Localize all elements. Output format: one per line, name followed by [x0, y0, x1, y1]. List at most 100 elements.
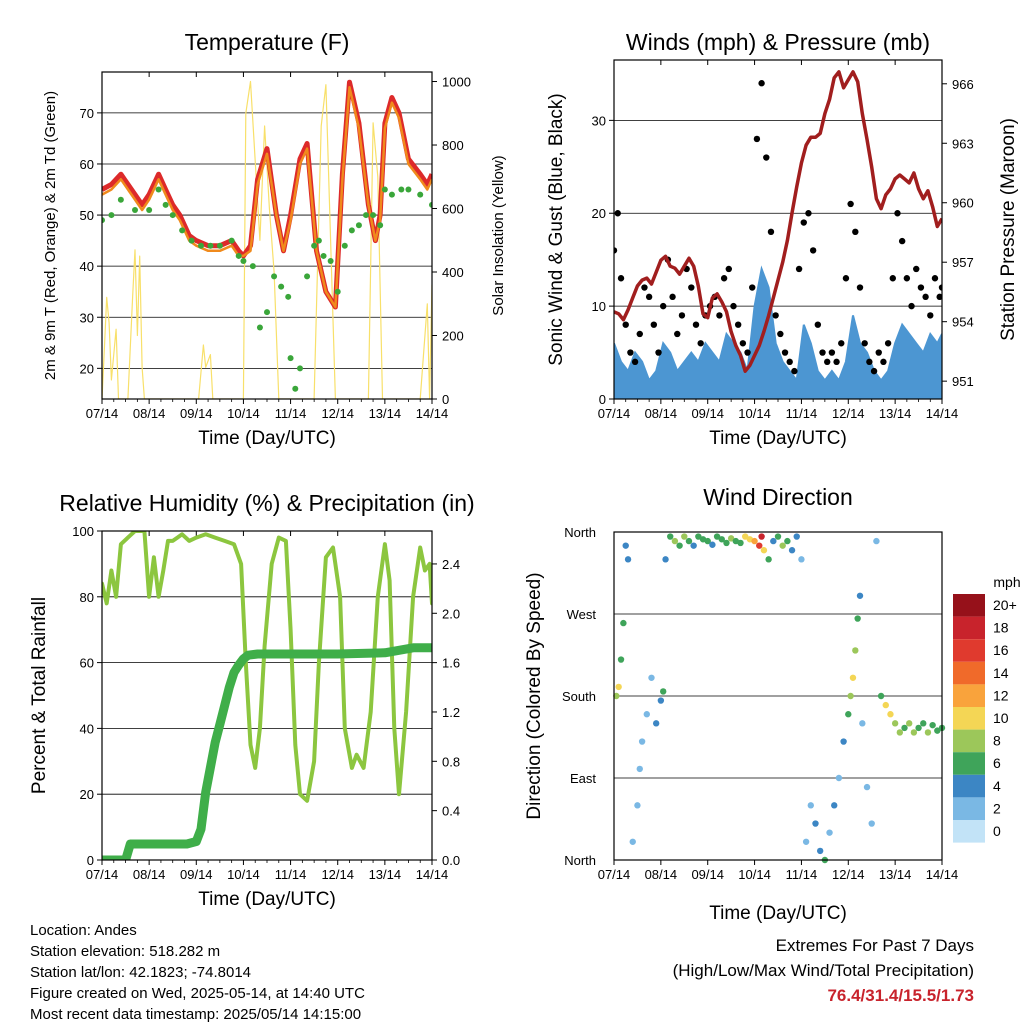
direction-point — [681, 533, 688, 540]
gust-point — [875, 349, 882, 356]
direction-point — [657, 697, 665, 704]
dewpoint-point — [102, 217, 105, 224]
gust-point — [814, 321, 822, 328]
dewpoint-point — [320, 252, 327, 259]
direction-point — [617, 656, 625, 663]
direction-point — [854, 615, 861, 622]
direction-point — [868, 820, 875, 827]
y2-axis-title: Station Pressure (Maroon) — [998, 118, 1019, 341]
x-tick-label: 08/14 — [645, 406, 678, 421]
gust-point — [884, 340, 892, 347]
direction-point — [798, 556, 805, 563]
gust-point — [898, 237, 906, 245]
gust-point — [749, 284, 756, 291]
gust-point — [655, 349, 662, 356]
legend-label: 8 — [993, 733, 1001, 749]
dewpoint-point — [132, 206, 138, 213]
dewpoint-point — [355, 222, 362, 229]
legend-swatch — [953, 752, 985, 775]
direction-point — [807, 802, 814, 809]
dewpoint-point — [398, 186, 405, 193]
chart-title: Winds (mph) & Pressure (mb) — [626, 29, 930, 55]
gust-point — [744, 349, 751, 356]
direction-point — [643, 711, 650, 718]
x-axis-title: Time (Day/UTC) — [709, 903, 847, 924]
dewpoint-point — [249, 263, 256, 270]
dewpoint-point — [207, 242, 214, 249]
direction-point — [877, 692, 885, 700]
dewpoint-point — [264, 309, 270, 316]
direction-point — [615, 683, 622, 691]
created-text: Figure created on Wed, 2025-05-14, at 14… — [30, 985, 365, 1002]
dewpoint-point — [146, 206, 153, 213]
chart-title: Wind Direction — [703, 484, 853, 510]
dewpoint-point — [240, 258, 247, 265]
dewpoint-point — [117, 196, 124, 203]
gust-point — [786, 358, 793, 366]
x-tick-label: 07/14 — [598, 867, 631, 882]
chart-title: Relative Humidity (%) & Precipitation (i… — [59, 490, 474, 516]
location-text: Location: Andes — [30, 922, 137, 939]
gust-point — [838, 340, 845, 347]
precip-line — [102, 643, 432, 860]
y-tick-label: 30 — [592, 113, 606, 128]
dewpoint-point — [162, 201, 169, 208]
x-axis-title: Time (Day/UTC) — [198, 889, 336, 910]
legend-swatch — [953, 797, 985, 820]
rh-line — [102, 531, 432, 803]
gust-point — [622, 321, 629, 328]
direction-point — [774, 533, 782, 540]
elevation-text: Station elevation: 518.282 m — [30, 943, 221, 960]
direction-point — [671, 537, 679, 545]
direction-point — [751, 537, 758, 545]
x-tick-label: 11/14 — [786, 867, 818, 882]
legend-swatch — [953, 707, 985, 730]
dewpoint-point — [311, 242, 318, 249]
dewpoint-point — [271, 273, 278, 280]
y2-tick-label: 951 — [952, 374, 974, 389]
y-tick-label: 10 — [592, 299, 606, 314]
y-tick-label: 60 — [80, 157, 94, 172]
x-tick-label: 12/14 — [832, 406, 865, 421]
direction-point — [856, 592, 864, 599]
gust-point — [913, 265, 920, 273]
direction-point — [629, 838, 636, 845]
x-tick-label: 14/14 — [416, 406, 449, 421]
direction-point — [901, 724, 908, 732]
x-tick-label: 07/14 — [86, 867, 119, 882]
humidity-series — [102, 531, 432, 860]
dewpoint-point — [348, 227, 355, 234]
plot-frame — [101, 71, 433, 400]
legend-title: mph — [993, 574, 1020, 590]
dewpoint-point — [315, 237, 322, 244]
gust-point — [678, 312, 686, 319]
gust-point — [730, 302, 737, 310]
gust-point — [781, 349, 789, 356]
gust-point — [903, 275, 911, 282]
gust-point — [645, 293, 653, 301]
latlon-text: Station lat/lon: 42.1823; -74.8014 — [30, 964, 252, 981]
gust-point — [627, 349, 634, 356]
direction-point — [704, 537, 711, 545]
legend-swatch — [953, 616, 985, 640]
dewpoint-point — [341, 242, 348, 249]
y2-tick-label: 600 — [442, 202, 464, 217]
winds-pressure-panel: Winds (mph) & Pressure (mb) 0 10 20 30 07/14 0… — [546, 29, 1019, 449]
legend-label: 6 — [993, 755, 1001, 771]
dewpoint-point — [297, 365, 303, 372]
y-axis-title: 2m & 9m T (Red, Orange) & 2m Td (Green) — [42, 91, 59, 380]
dewpoint-point — [155, 186, 162, 193]
y2-tick-label: 963 — [952, 136, 974, 151]
direction-point — [648, 674, 655, 681]
gust-point — [614, 210, 621, 217]
x-axis-title: Time (Day/UTC) — [709, 428, 847, 449]
legend-label: 12 — [993, 687, 1009, 703]
gust-point — [917, 284, 925, 291]
dewpoint-point — [327, 258, 334, 265]
direction-point — [835, 774, 843, 782]
direction-point — [676, 542, 683, 549]
extremes-box: Extremes For Past 7 Days (High/Low/Max W… — [673, 933, 974, 1008]
dewpoint-point — [363, 212, 369, 219]
direction-point — [765, 556, 772, 563]
y-tick-label: 20 — [80, 361, 94, 376]
